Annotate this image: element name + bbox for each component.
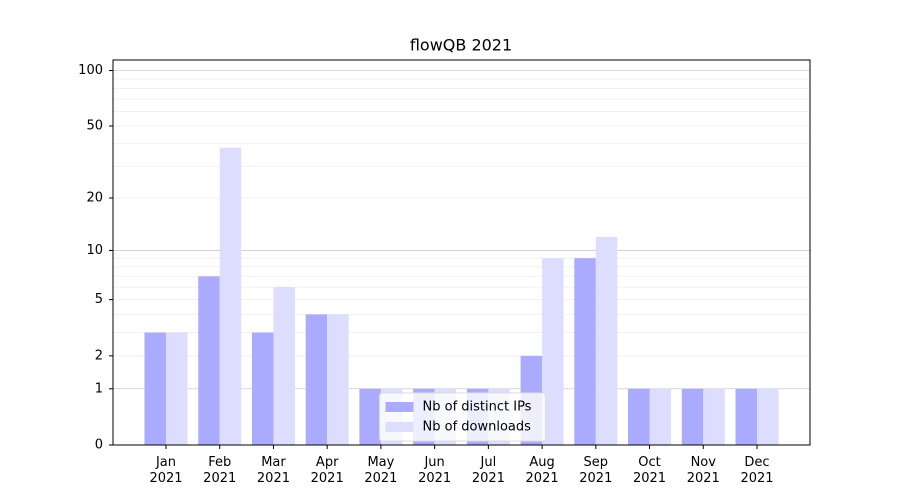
y-tick-label: 2 — [95, 348, 103, 363]
legend-label: Nb of distinct IPs — [423, 400, 532, 415]
x-tick-label: Aug 2021 — [526, 455, 559, 486]
bar — [219, 147, 242, 446]
x-tick-label: Jun 2021 — [418, 455, 451, 486]
y-tick-label: 1 — [95, 381, 103, 396]
legend-swatch — [385, 402, 414, 412]
bar — [166, 332, 188, 445]
bar — [327, 314, 349, 445]
bar — [628, 388, 650, 445]
x-tick-label: Nov 2021 — [687, 455, 720, 486]
x-tick-label: May 2021 — [364, 455, 397, 486]
bar — [649, 388, 672, 445]
bar — [198, 276, 220, 445]
x-tick-label: Oct 2021 — [633, 455, 666, 486]
legend-label: Nb of downloads — [423, 420, 532, 435]
x-tick-label: Sep 2021 — [579, 455, 612, 486]
bar — [735, 388, 757, 445]
x-tick-label: Jan 2021 — [149, 455, 182, 486]
x-tick-label: Feb 2021 — [203, 455, 236, 486]
bar — [703, 388, 725, 445]
bar — [359, 388, 381, 445]
plot-frame — [112, 59, 811, 446]
y-tick-label: 10 — [86, 243, 103, 258]
bar — [305, 314, 328, 445]
chart-title: flowQB 2021 — [410, 36, 512, 55]
bar — [757, 388, 779, 445]
x-tick-label: Jul 2021 — [472, 455, 505, 486]
y-tick-label: 50 — [86, 118, 103, 133]
bar — [574, 258, 596, 445]
bar — [251, 332, 274, 445]
legend-swatch — [385, 422, 414, 432]
bar — [273, 287, 295, 445]
y-tick-label: 0 — [95, 438, 103, 453]
bar — [542, 258, 564, 445]
x-tick-label: Dec 2021 — [740, 455, 773, 486]
x-tick-label: Apr 2021 — [311, 455, 344, 486]
x-tick-label: Mar 2021 — [257, 455, 290, 486]
y-tick-label: 5 — [95, 292, 103, 307]
y-tick-label: 20 — [86, 190, 103, 205]
bar — [681, 388, 704, 445]
legend: Nb of distinct IPs Nb of downloads — [379, 392, 546, 442]
legend-box — [379, 392, 546, 442]
bar — [595, 236, 618, 445]
bar — [144, 332, 166, 445]
y-tick-label: 100 — [78, 63, 103, 78]
